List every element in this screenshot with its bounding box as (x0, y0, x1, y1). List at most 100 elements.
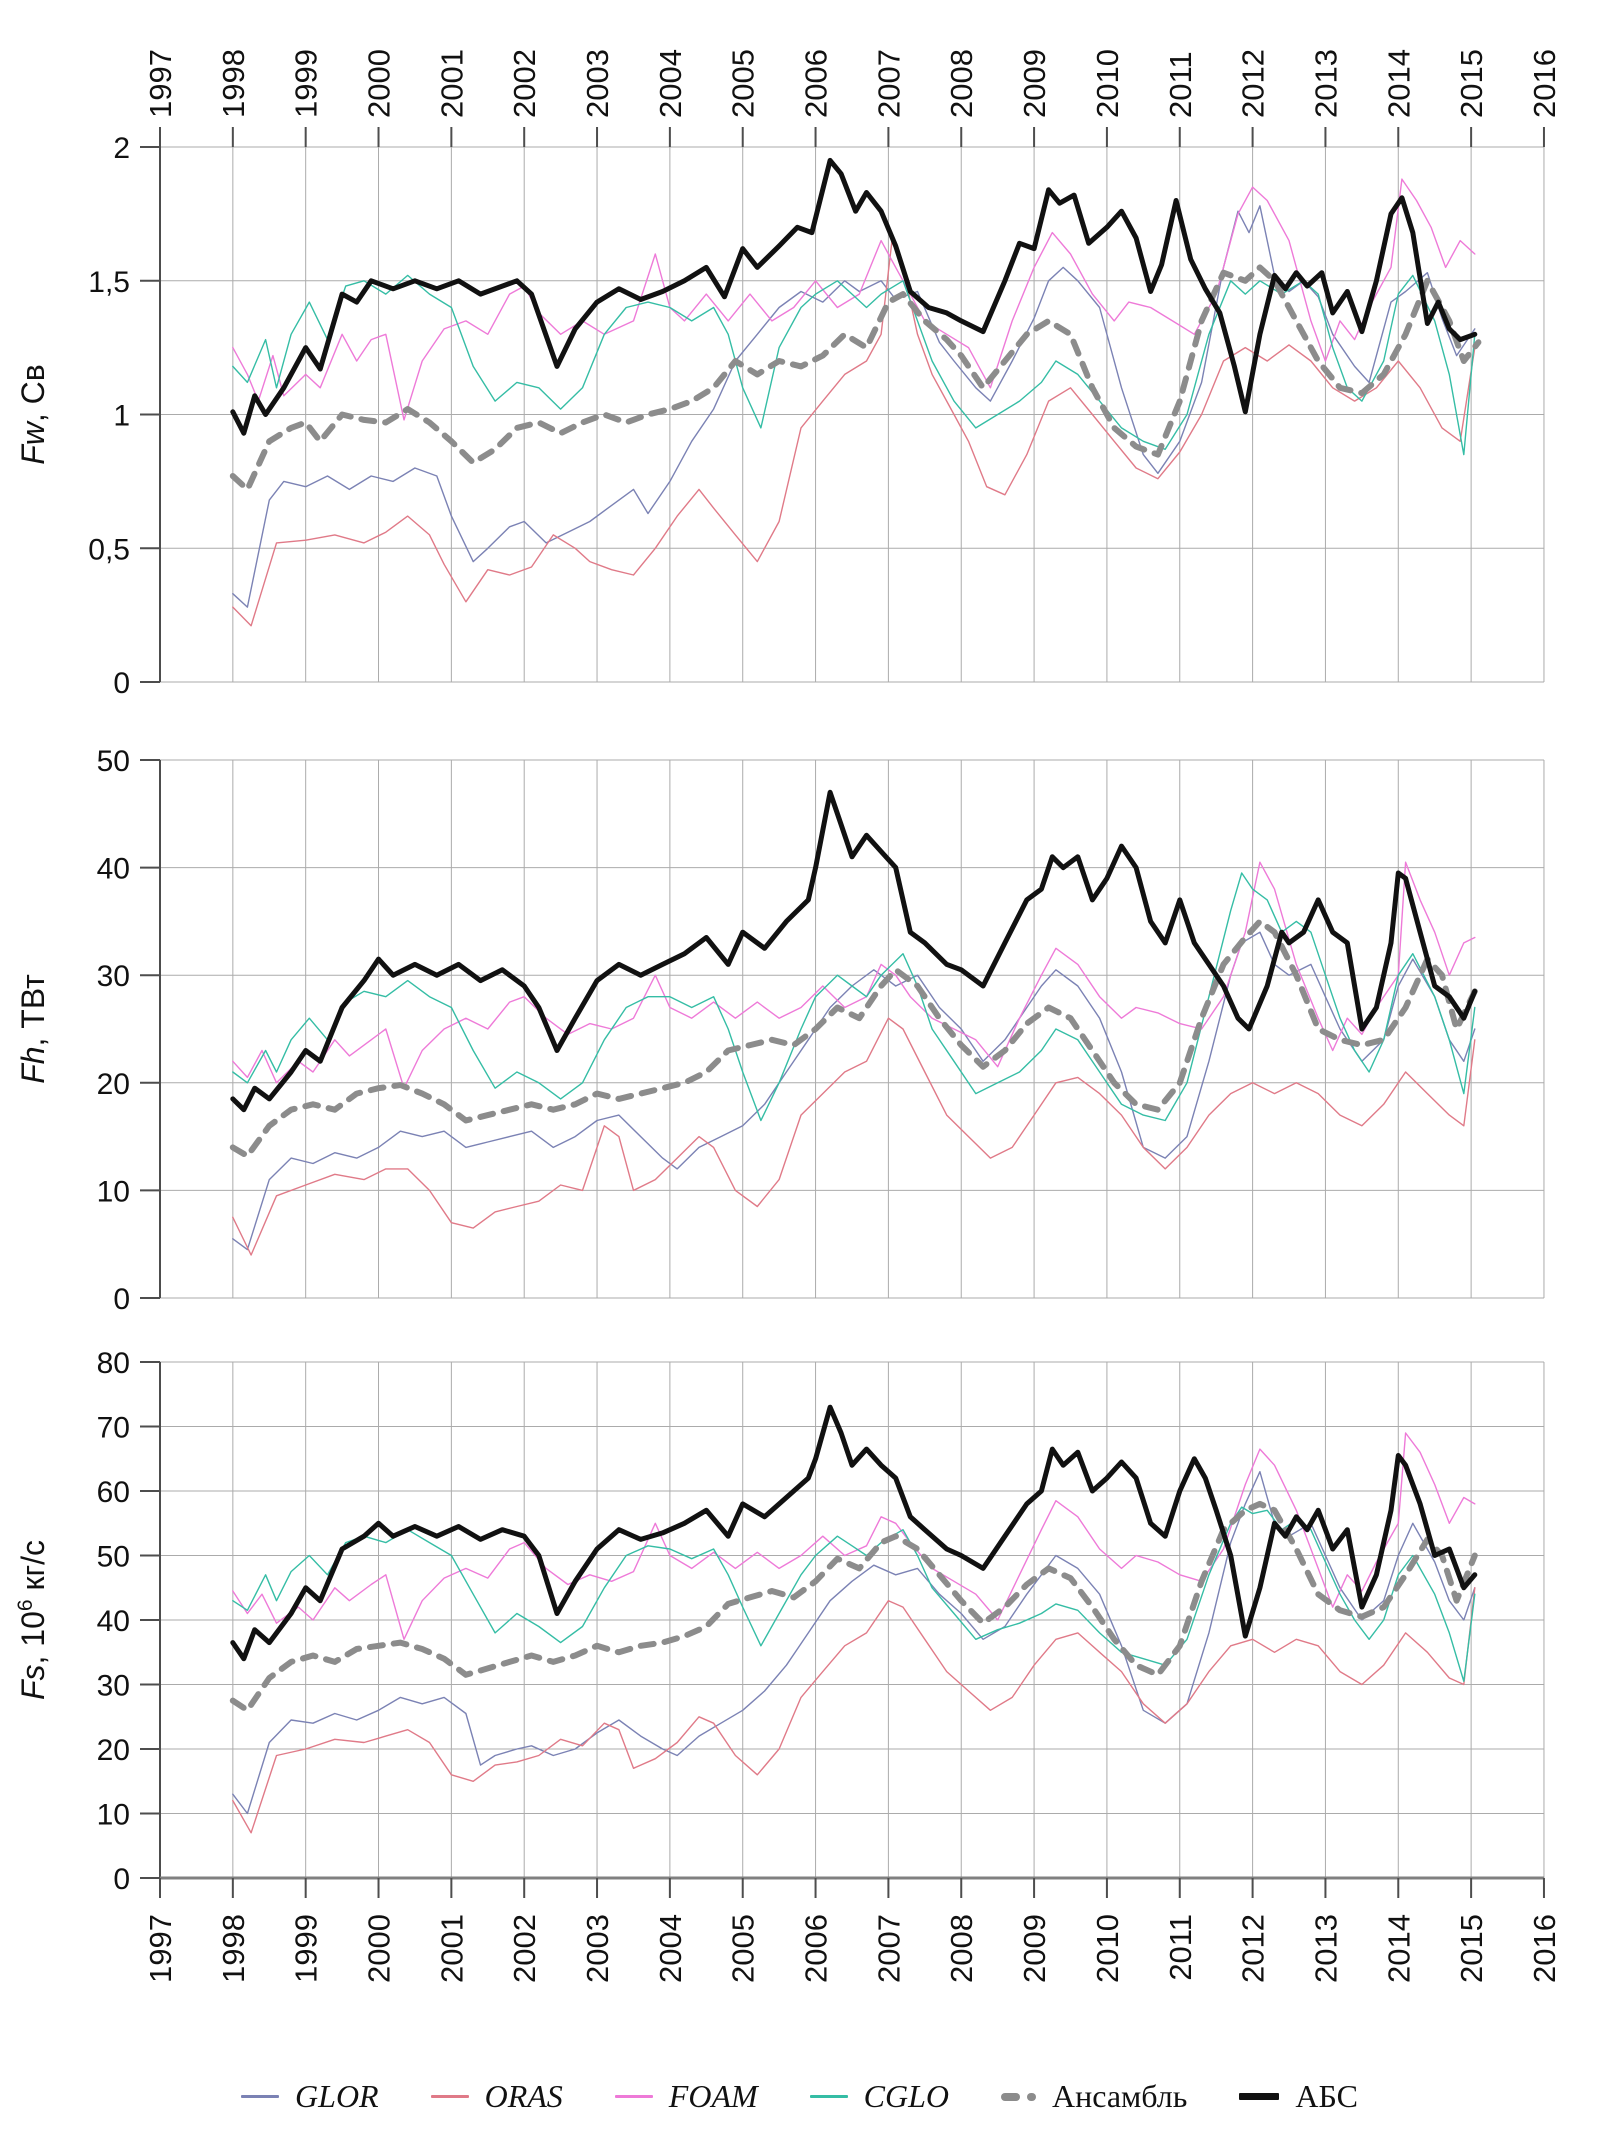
x-axis-top: 1997 1998 1999 2000 2001 2002 2003 2004 2005 2006… (143, 49, 1562, 147)
x-tick-label-top: 2002 (507, 49, 542, 118)
x-tick-label-bottom: 1999 (289, 1914, 324, 1983)
legend-swatch-line (1239, 2093, 1280, 2100)
x-tick-label-top: 2015 (1454, 49, 1489, 118)
y-axis-title-fs: Fs, 106 кг/с (14, 1540, 51, 1700)
x-tick-label-top: 1997 (143, 49, 178, 118)
x-tick-label-bottom: 2000 (362, 1914, 397, 1983)
y-tick-label: 0 (113, 1863, 130, 1896)
x-tick-label-bottom: 2016 (1527, 1914, 1562, 1983)
series-line-FOAM (232, 1432, 1476, 1641)
series-line-ORAS (232, 1017, 1476, 1256)
series-line-АБС (230, 789, 1478, 1113)
panel-fs: 80 70 60 50 40 30 20 10 0 Fs, 106 кг/с (14, 1347, 1545, 1896)
x-tick-label-top: 1998 (216, 49, 251, 118)
x-tick-label-top: 2010 (1090, 49, 1125, 118)
legend-item-ORAS: ORAS (430, 2078, 563, 2115)
series-line-АБС (230, 1404, 1478, 1662)
x-tick-label-top: 2008 (944, 49, 979, 118)
x-tick-label-bottom: 2003 (580, 1914, 615, 1983)
x-tick-label-bottom: 2010 (1090, 1914, 1125, 1983)
y-tick-label: 60 (97, 1476, 130, 1509)
series-line-FOAM (232, 178, 1476, 421)
y-tick-label: 30 (97, 1670, 130, 1703)
x-tick-label-bottom: 2015 (1454, 1914, 1489, 1983)
series-line-ORAS (232, 239, 1476, 627)
x-tick-label-top: 1999 (289, 49, 324, 118)
x-tick-label-bottom: 1997 (143, 1914, 178, 1983)
series-line-FOAM (232, 861, 1476, 1089)
y-tick-label: 20 (97, 1068, 130, 1101)
y-axis-fh: 50 40 30 20 10 0 (97, 745, 161, 1316)
x-tick-label-top: 2007 (871, 49, 906, 118)
y-axis-title-fw: Fw, Св (15, 364, 51, 465)
legend-swatch-line (809, 2095, 848, 2098)
panel-fw: 2 1,5 1 0,5 0 Fw, Св (15, 132, 1545, 700)
x-tick-label-top: 2009 (1017, 49, 1052, 118)
series-line-Ансамбль (229, 264, 1482, 493)
x-tick-label-top: 2005 (726, 49, 761, 118)
y-tick-label: 0 (113, 667, 130, 700)
y-tick-label: 80 (97, 1347, 130, 1380)
x-tick-label-bottom: 2007 (871, 1914, 906, 1983)
series-line-ORAS (232, 1587, 1476, 1834)
y-tick-label: 20 (97, 1734, 130, 1767)
x-tick-label-top: 2014 (1381, 49, 1416, 118)
y-tick-label: 10 (97, 1175, 130, 1208)
legend-swatch-dashed-line (1001, 2092, 1037, 2101)
x-tick-label-top: 2003 (580, 49, 615, 118)
legend-item-АБС: АБС (1239, 2078, 1358, 2115)
legend-label: АБС (1295, 2078, 1358, 2114)
series-line-GLOR (232, 1470, 1476, 1815)
legend: GLOR ORAS FOAM CGLO Ансамбль АБС (0, 2078, 1599, 2115)
y-axis-fw: 2 1,5 1 0,5 0 (88, 132, 161, 700)
y-tick-label: 0,5 (88, 533, 130, 566)
series-line-АБС (230, 157, 1478, 436)
series-line-Ансамбль (229, 918, 1478, 1159)
x-tick-label-bottom: 2006 (799, 1914, 834, 1983)
x-tick-label-top: 2011 (1163, 51, 1198, 118)
series-line-Ансамбль (229, 1500, 1478, 1714)
y-tick-label: 1,5 (88, 266, 130, 299)
legend-item-Ансамбль: Ансамбль (1001, 2078, 1187, 2115)
x-tick-label-bottom: 2012 (1236, 1914, 1271, 1983)
x-tick-label-top: 2013 (1308, 49, 1343, 118)
x-tick-label-bottom: 2001 (434, 1914, 469, 1983)
x-tick-label-top: 2016 (1527, 49, 1562, 118)
legend-item-GLOR: GLOR (241, 2078, 379, 2115)
y-tick-label: 70 (97, 1412, 130, 1445)
x-axis-bottom: 1997 1998 1999 2000 2001 2002 2003 2004 2005 2006… (143, 1876, 1562, 1983)
x-tick-label-bottom: 1998 (216, 1914, 251, 1983)
x-tick-label-bottom: 2014 (1381, 1914, 1416, 1983)
y-tick-label: 40 (97, 1605, 130, 1638)
legend-swatch-line (614, 2095, 653, 2098)
x-tick-label-top: 2004 (653, 49, 688, 118)
legend-swatch-line (241, 2095, 280, 2098)
x-tick-label-bottom: 2008 (944, 1914, 979, 1983)
x-tick-label-bottom: 2009 (1017, 1914, 1052, 1983)
y-tick-label: 10 (97, 1799, 130, 1832)
y-tick-label: 1 (113, 400, 130, 433)
y-axis-title-fh: Fh, ТВт (15, 974, 51, 1084)
x-tick-label-top: 2006 (799, 49, 834, 118)
x-tick-label-top: 2000 (362, 49, 397, 118)
legend-item-CGLO: CGLO (809, 2078, 950, 2115)
x-tick-label-bottom: 2005 (726, 1914, 761, 1983)
y-tick-label: 2 (113, 132, 130, 165)
y-tick-label: 40 (97, 853, 130, 886)
y-axis-fs: 80 70 60 50 40 30 20 10 0 (97, 1347, 161, 1896)
legend-label: Ансамбль (1052, 2078, 1188, 2114)
x-tick-label-top: 2012 (1236, 49, 1271, 118)
x-tick-label-bottom: 2011 (1163, 1914, 1198, 1981)
legend-label: GLOR (295, 2078, 379, 2114)
x-tick-label-bottom: 2013 (1308, 1914, 1343, 1983)
series-line-CGLO (232, 872, 1476, 1122)
x-tick-label-bottom: 2002 (507, 1914, 542, 1983)
legend-label: ORAS (484, 2078, 563, 2114)
legend-label: CGLO (863, 2078, 950, 2114)
panel-fh: 50 40 30 20 10 0 Fh, ТВт (15, 745, 1545, 1316)
legend-item-FOAM: FOAM (614, 2078, 758, 2115)
y-tick-label: 0 (113, 1283, 130, 1316)
y-tick-label: 50 (97, 1541, 130, 1574)
series-line-GLOR (232, 931, 1476, 1251)
